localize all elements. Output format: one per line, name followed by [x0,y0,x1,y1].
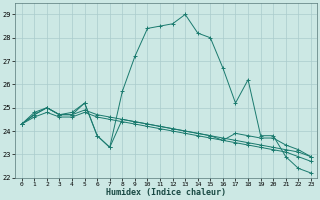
X-axis label: Humidex (Indice chaleur): Humidex (Indice chaleur) [106,188,226,197]
